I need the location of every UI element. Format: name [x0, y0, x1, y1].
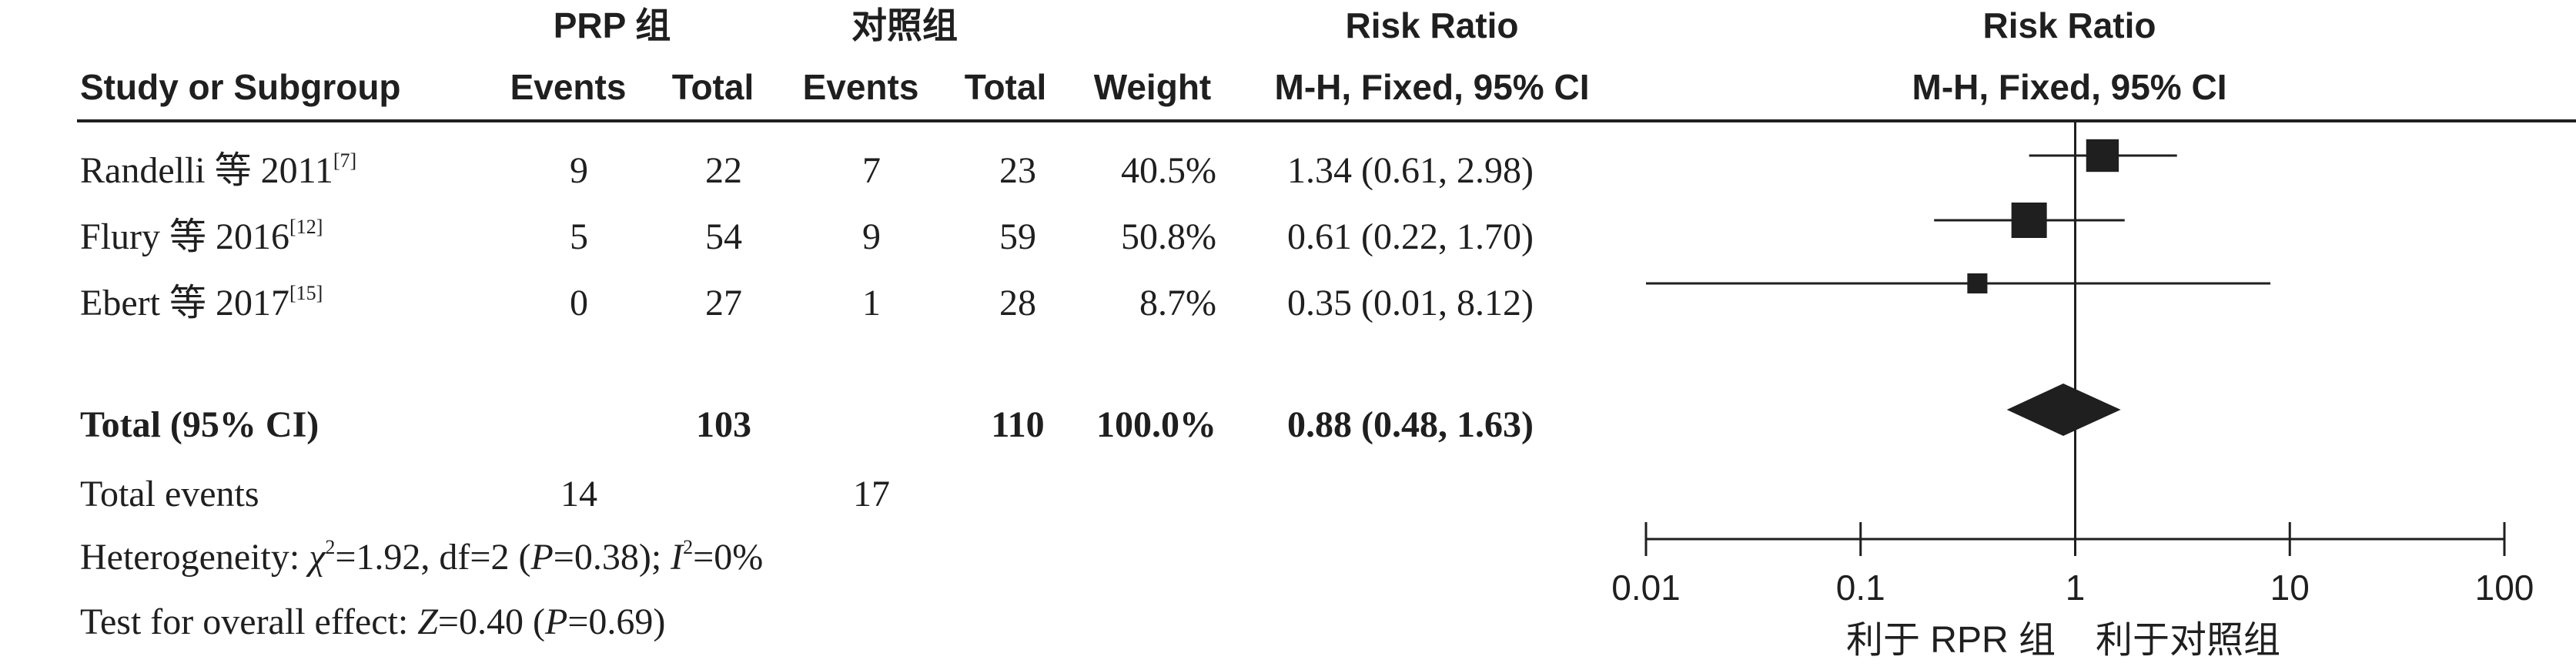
- study-point-square: [2011, 203, 2047, 238]
- study-ci: 0.35 (0.01, 8.12): [1287, 283, 1534, 323]
- header-plot-top: Risk Ratio: [1982, 5, 2156, 45]
- study-events1: 0: [570, 283, 588, 323]
- total-ci: 0.88 (0.48, 1.63): [1287, 404, 1534, 445]
- header-weight: Weight: [1093, 67, 1212, 107]
- study-weight: 40.5%: [1121, 150, 1216, 191]
- total-total1: 103: [696, 404, 751, 445]
- study-total1: 54: [705, 216, 742, 257]
- study-events1: 9: [570, 150, 588, 191]
- study-weight: 50.8%: [1121, 216, 1216, 257]
- study-point-square: [1967, 273, 1988, 294]
- heterogeneity-text: Heterogeneity: χ2=1.92, df=2 (P=0.38); I…: [80, 536, 764, 578]
- favours-left-label: 利于 RPR 组: [1845, 620, 2056, 661]
- header-total2: Total: [964, 67, 1047, 107]
- study-total2: 28: [999, 283, 1036, 323]
- overall-effect-text: Test for overall effect: Z=0.40 (P=0.69): [80, 601, 666, 642]
- favours-right-label: 利于对照组: [2096, 620, 2281, 661]
- header-group1: PRP 组: [553, 5, 671, 45]
- pooled-diamond: [2006, 384, 2121, 436]
- study-point-square: [2086, 139, 2119, 173]
- study-name: Ebert 等 2017[15]: [80, 282, 323, 323]
- total-events-label: Total events: [80, 474, 259, 514]
- study-events2: 7: [862, 150, 881, 191]
- total-events2: 17: [853, 474, 890, 514]
- header-study: Study or Subgroup: [80, 67, 401, 107]
- header-rr-top: Risk Ratio: [1345, 5, 1519, 45]
- x-tick-label: 0.1: [1835, 568, 1885, 608]
- header-rr-method: M-H, Fixed, 95% CI: [1274, 67, 1590, 107]
- header-events2: Events: [802, 67, 919, 107]
- total-events1: 14: [560, 474, 597, 514]
- study-total1: 27: [705, 283, 742, 323]
- study-weight: 8.7%: [1139, 283, 1216, 323]
- study-total2: 23: [999, 150, 1036, 191]
- x-tick-label: 1: [2065, 568, 2086, 608]
- header-total1: Total: [671, 67, 754, 107]
- study-total2: 59: [999, 216, 1036, 257]
- study-total1: 22: [705, 150, 742, 191]
- total-label: Total (95% CI): [80, 404, 319, 445]
- header-group2: 对照组: [851, 5, 958, 45]
- x-tick-label: 100: [2474, 568, 2534, 608]
- header-rule: [77, 119, 2576, 122]
- study-name: Flury 等 2016[12]: [80, 216, 323, 257]
- total-weight: 100.0%: [1096, 404, 1216, 445]
- study-name: Randelli 等 2011[7]: [80, 149, 357, 191]
- header-plot-method: M-H, Fixed, 95% CI: [1912, 67, 2227, 107]
- study-ci: 1.34 (0.61, 2.98): [1287, 150, 1534, 191]
- x-tick-label: 10: [2270, 568, 2310, 608]
- study-events1: 5: [570, 216, 588, 257]
- x-tick-label: 0.01: [1611, 568, 1681, 608]
- study-ci: 0.61 (0.22, 1.70): [1287, 216, 1534, 257]
- study-events2: 9: [862, 216, 881, 257]
- study-events2: 1: [862, 283, 881, 323]
- header-events1: Events: [510, 67, 627, 107]
- total-total2: 110: [991, 404, 1045, 445]
